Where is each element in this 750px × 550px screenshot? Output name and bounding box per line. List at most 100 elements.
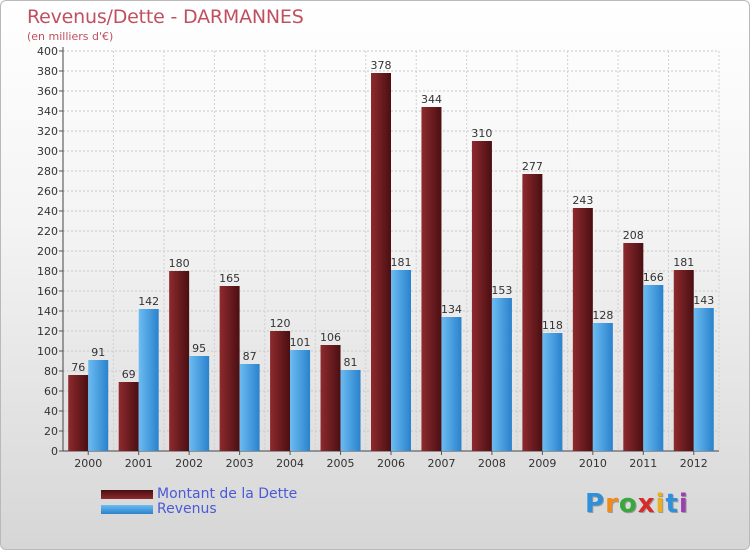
bar-revenus xyxy=(693,308,714,451)
bar-revenus xyxy=(643,285,664,451)
y-tick-label: 240 xyxy=(37,205,58,218)
logo-letter: o xyxy=(618,489,638,519)
logo-letter: P xyxy=(585,489,606,519)
data-label-revenus: 142 xyxy=(138,295,159,308)
x-tick-label: 2004 xyxy=(276,457,304,470)
data-label-dette: 208 xyxy=(623,229,644,242)
bar-dette xyxy=(320,345,341,451)
chart-title: Revenus/Dette - DARMANNES xyxy=(27,6,304,28)
bar-revenus xyxy=(239,364,260,451)
x-tick-label: 2001 xyxy=(125,457,153,470)
bar-revenus xyxy=(189,356,210,451)
y-tick-label: 340 xyxy=(37,105,58,118)
bar-revenus xyxy=(441,317,462,451)
bar-dette xyxy=(169,271,190,451)
x-tick-label: 2000 xyxy=(74,457,102,470)
y-tick-label: 380 xyxy=(37,65,58,78)
bar-revenus xyxy=(340,370,361,451)
x-tick-label: 2008 xyxy=(478,457,506,470)
data-label-dette: 181 xyxy=(673,256,694,269)
x-tick-label: 2011 xyxy=(629,457,657,470)
y-tick-label: 280 xyxy=(37,165,58,178)
bar-dette xyxy=(421,107,442,451)
y-tick-label: 220 xyxy=(37,225,58,238)
x-tick-label: 2009 xyxy=(528,457,556,470)
y-tick-label: 80 xyxy=(44,365,58,378)
bar-dette xyxy=(471,141,492,451)
data-label-revenus: 134 xyxy=(441,303,462,316)
bar-revenus xyxy=(592,323,613,451)
bar-dette xyxy=(68,375,89,451)
x-tick-label: 2006 xyxy=(377,457,405,470)
y-tick-label: 40 xyxy=(44,405,58,418)
data-label-dette: 310 xyxy=(471,127,492,140)
data-label-dette: 243 xyxy=(572,194,593,207)
x-tick-label: 2010 xyxy=(579,457,607,470)
x-tick-label: 2003 xyxy=(226,457,254,470)
legend-swatch-dette xyxy=(101,490,153,499)
legend-item-revenus: Revenus xyxy=(101,502,297,517)
y-tick-label: 400 xyxy=(37,45,58,58)
legend-swatch-revenus xyxy=(101,505,153,514)
bar-dette xyxy=(219,286,240,451)
legend-label-revenus: Revenus xyxy=(157,501,217,517)
y-tick-label: 200 xyxy=(37,245,58,258)
bar-dette xyxy=(522,174,543,451)
bar-revenus xyxy=(290,350,311,451)
bar-revenus xyxy=(542,333,563,451)
logo-letter: x xyxy=(637,489,656,519)
data-label-revenus: 166 xyxy=(643,271,664,284)
y-tick-label: 100 xyxy=(37,345,58,358)
x-tick-label: 2012 xyxy=(680,457,708,470)
bar-dette xyxy=(623,243,644,451)
bar-revenus xyxy=(88,360,109,451)
x-tick-label: 2007 xyxy=(427,457,455,470)
data-label-revenus: 81 xyxy=(344,356,358,369)
y-tick-label: 160 xyxy=(37,285,58,298)
data-label-dette: 344 xyxy=(421,93,442,106)
data-label-revenus: 181 xyxy=(391,256,412,269)
data-label-dette: 76 xyxy=(71,361,85,374)
y-tick-label: 180 xyxy=(37,265,58,278)
bar-revenus xyxy=(138,309,159,451)
data-label-revenus: 153 xyxy=(491,284,512,297)
data-label-revenus: 128 xyxy=(592,309,613,322)
data-label-dette: 277 xyxy=(522,160,543,173)
data-label-dette: 180 xyxy=(169,257,190,270)
y-tick-label: 260 xyxy=(37,185,58,198)
data-label-dette: 378 xyxy=(371,59,392,72)
legend: Montant de la Dette Revenus xyxy=(101,487,297,517)
y-tick-label: 140 xyxy=(37,305,58,318)
data-label-revenus: 143 xyxy=(693,294,714,307)
logo-letter: i xyxy=(655,489,666,519)
data-label-dette: 106 xyxy=(320,331,341,344)
y-tick-label: 120 xyxy=(37,325,58,338)
bar-revenus xyxy=(391,270,411,451)
bars xyxy=(68,73,714,451)
legend-item-dette: Montant de la Dette xyxy=(101,487,297,502)
data-label-revenus: 87 xyxy=(243,350,257,363)
x-tick-label: 2002 xyxy=(175,457,203,470)
proxiti-logo: Proxiti xyxy=(585,489,689,519)
bar-dette xyxy=(270,331,291,451)
y-tick-label: 0 xyxy=(51,445,58,458)
y-tick-label: 20 xyxy=(44,425,58,438)
y-tick-label: 300 xyxy=(37,145,58,158)
logo-letter: r xyxy=(605,489,619,519)
legend-label-dette: Montant de la Dette xyxy=(157,486,298,502)
x-tick-label: 2005 xyxy=(327,457,355,470)
data-label-revenus: 118 xyxy=(542,319,563,332)
bar-dette xyxy=(118,382,139,451)
y-tick-label: 320 xyxy=(37,125,58,138)
data-label-dette: 165 xyxy=(219,272,240,285)
bar-dette xyxy=(572,208,593,451)
data-label-revenus: 101 xyxy=(290,336,311,349)
y-tick-label: 60 xyxy=(44,385,58,398)
bar-revenus xyxy=(491,298,512,451)
logo-letter: t xyxy=(665,489,679,519)
bar-dette xyxy=(371,73,391,451)
data-label-dette: 120 xyxy=(270,317,291,330)
